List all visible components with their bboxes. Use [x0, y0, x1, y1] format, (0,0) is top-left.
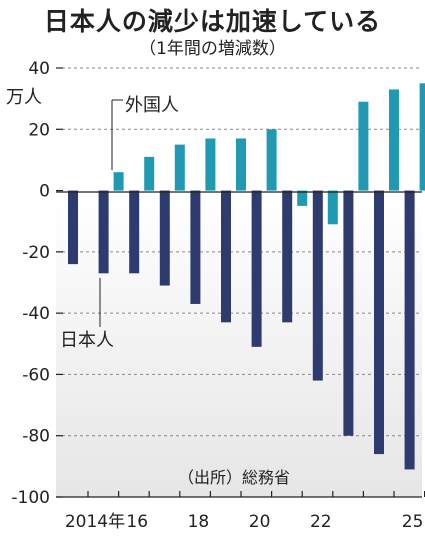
- bar-foreign-2015: [113, 172, 124, 191]
- chart-title: 日本人の減少は加速している: [43, 7, 382, 36]
- y-tick-label: -100: [11, 488, 50, 508]
- y-axis-unit: 万人: [6, 87, 42, 108]
- chart-subtitle: （1年間の増減数）: [139, 39, 286, 59]
- bar-japanese-2021: [282, 190, 293, 323]
- x-tick-label: 22: [310, 512, 332, 532]
- y-tick-label: -20: [22, 243, 50, 263]
- x-tick-label: 18: [188, 512, 210, 532]
- bar-foreign-2025: [419, 83, 425, 191]
- y-tick-label: 20: [28, 120, 50, 140]
- y-tick-label: -60: [22, 365, 50, 385]
- bar-japanese-2020: [251, 190, 262, 347]
- x-tick-label: 20: [249, 512, 271, 532]
- bar-foreign-2018: [205, 138, 216, 191]
- y-tick-label: -40: [22, 304, 50, 324]
- plot-background: [56, 192, 422, 497]
- x-tick-label: 16: [126, 512, 148, 532]
- bar-japanese-2024: [374, 190, 384, 455]
- y-tick-label: -80: [22, 427, 50, 447]
- japanese-label: 日本人: [60, 330, 114, 351]
- bar-foreign-2020: [266, 129, 277, 191]
- x-tick-label: 2014年: [65, 512, 125, 532]
- foreign-label: 外国人: [125, 95, 179, 116]
- bar-japanese-2014: [68, 190, 78, 265]
- bar-japanese-2023: [343, 190, 354, 436]
- source-note: （出所）総務省: [178, 468, 290, 487]
- bar-japanese-2025: [404, 190, 415, 470]
- bar-japanese-2018: [190, 190, 201, 304]
- bar-foreign-2024: [389, 89, 399, 191]
- bar-foreign-2023: [358, 101, 369, 191]
- y-tick-label: 0: [39, 182, 50, 202]
- bar-japanese-2016: [129, 190, 140, 274]
- y-tick-label: 40: [28, 59, 50, 79]
- bar-foreign-2022: [327, 190, 338, 225]
- x-tick-label: 25: [402, 512, 424, 532]
- bar-foreign-2019: [236, 138, 246, 191]
- bar-japanese-2022: [312, 190, 323, 381]
- bar-foreign-2021: [297, 190, 308, 206]
- bar-foreign-2016: [144, 156, 155, 191]
- bar-japanese-2015: [98, 190, 109, 274]
- bar-japanese-2019: [221, 190, 231, 323]
- bar-foreign-2017: [174, 144, 185, 191]
- bar-japanese-2017: [159, 190, 170, 286]
